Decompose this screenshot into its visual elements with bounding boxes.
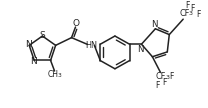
Text: CF: CF xyxy=(155,72,166,81)
Text: F: F xyxy=(190,4,194,13)
Text: 3: 3 xyxy=(57,73,61,78)
Text: CH: CH xyxy=(48,70,59,79)
Text: N: N xyxy=(25,40,32,49)
Text: F: F xyxy=(196,10,200,19)
Text: CF: CF xyxy=(179,9,189,18)
Text: F: F xyxy=(162,78,167,87)
Text: F: F xyxy=(169,72,173,81)
Text: 3: 3 xyxy=(189,11,193,16)
Text: N: N xyxy=(137,44,144,54)
Text: 3: 3 xyxy=(165,75,169,80)
Text: S: S xyxy=(40,31,45,40)
Text: N: N xyxy=(30,57,37,66)
Text: HN: HN xyxy=(85,41,97,50)
Text: N: N xyxy=(151,20,158,29)
Text: O: O xyxy=(73,19,80,28)
Text: F: F xyxy=(155,81,160,90)
Text: F: F xyxy=(185,1,189,10)
